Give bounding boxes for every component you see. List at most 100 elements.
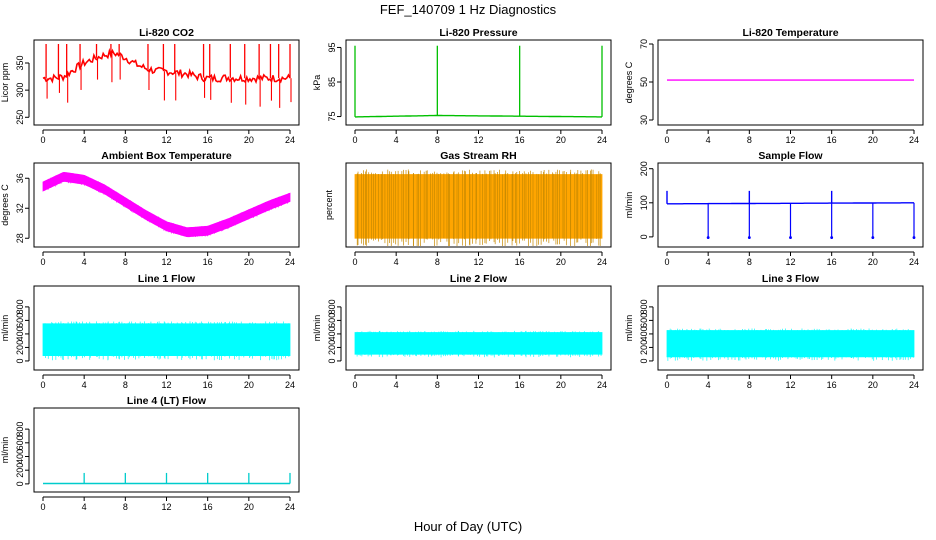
plot-frame — [33, 285, 300, 371]
chart-panel: Li-820 CO2 0 4 8 12 16 20 24 250 300 350 Licor ppm — [0, 27, 300, 145]
chart-title: Line 1 Flow — [138, 273, 196, 285]
chart-title: Gas Stream RH — [440, 150, 516, 162]
y-axis-label: ml/min — [624, 315, 634, 342]
x-tick-label: 0 — [40, 135, 45, 145]
y-tick-label: 28 — [15, 233, 25, 243]
series-point — [789, 236, 792, 239]
y-tick-label: 0 — [639, 234, 649, 239]
x-tick-label: 24 — [285, 380, 295, 390]
series-point — [706, 236, 710, 239]
x-tick-label: 8 — [123, 257, 128, 267]
y-tick-label: 0 — [15, 481, 25, 486]
plot-frame — [657, 162, 924, 248]
y-tick-label: 200 — [15, 463, 25, 478]
x-tick-label: 16 — [203, 135, 213, 145]
x-tick-label: 4 — [706, 257, 711, 267]
y-tick-label: 32 — [15, 203, 25, 213]
x-tick-label: 16 — [827, 135, 837, 145]
x-tick-label: 24 — [909, 135, 919, 145]
chart-title: Li-820 Temperature — [742, 27, 838, 39]
y-tick-label: 300 — [15, 83, 25, 98]
x-tick-label: 16 — [203, 502, 213, 512]
x-tick-label: 0 — [352, 257, 357, 267]
y-tick-label: 200 — [15, 340, 25, 355]
x-tick-label: 24 — [597, 257, 607, 267]
plot-frame — [33, 39, 300, 126]
plot-frame — [345, 39, 612, 126]
y-tick-label: 85 — [327, 77, 337, 87]
plot-frame — [33, 162, 300, 248]
x-tick-label: 8 — [747, 380, 752, 390]
x-tick-label: 12 — [785, 257, 795, 267]
x-tick-label: 12 — [473, 135, 483, 145]
x-tick-label: 4 — [82, 380, 87, 390]
x-tick-label: 0 — [40, 502, 45, 512]
y-tick-label: 350 — [15, 55, 25, 70]
x-tick-label: 24 — [285, 135, 295, 145]
y-tick-label: 30 — [639, 115, 649, 125]
x-tick-label: 4 — [706, 380, 711, 390]
x-tick-label: 20 — [244, 135, 254, 145]
y-tick-label: 250 — [15, 110, 25, 125]
x-tick-label: 16 — [827, 380, 837, 390]
y-tick-label: 400 — [15, 449, 25, 464]
figure-title: FEF_140709 1 Hz Diagnostics — [380, 2, 557, 17]
x-tick-label: 16 — [515, 257, 525, 267]
figure-xlabel: Hour of Day (UTC) — [414, 519, 522, 534]
y-tick-label: 75 — [327, 112, 337, 122]
y-axis-label: kPa — [312, 75, 322, 91]
chart-title: Line 2 Flow — [450, 273, 508, 285]
x-tick-label: 8 — [123, 502, 128, 512]
y-tick-label: 100 — [639, 195, 649, 210]
chart-title: Ambient Box Temperature — [101, 150, 232, 162]
y-axis-label: degrees C — [624, 61, 634, 103]
x-tick-label: 0 — [664, 135, 669, 145]
y-tick-label: 95 — [327, 42, 337, 52]
chart-panel: Li-820 Temperature 0 4 8 12 16 20 24 30 50 70 degre… — [624, 27, 924, 145]
x-tick-label: 12 — [161, 257, 171, 267]
x-tick-label: 12 — [473, 257, 483, 267]
x-tick-label: 8 — [123, 380, 128, 390]
x-tick-label: 12 — [785, 380, 795, 390]
x-tick-label: 12 — [161, 135, 171, 145]
y-tick-label: 400 — [639, 326, 649, 341]
x-tick-label: 8 — [435, 257, 440, 267]
x-tick-label: 12 — [161, 380, 171, 390]
y-axis-label: percent — [324, 189, 334, 220]
x-tick-label: 12 — [473, 380, 483, 390]
y-tick-label: 800 — [15, 299, 25, 314]
chart-title: Line 4 (LT) Flow — [127, 395, 207, 407]
x-tick-label: 0 — [352, 380, 357, 390]
chart-panel: Li-820 Pressure 0 4 8 12 16 20 24 75 85 95 kPa — [312, 27, 612, 145]
chart-panel: Sample Flow 0 4 8 12 16 20 24 0 100 200 ml/min — [624, 150, 924, 267]
x-tick-label: 4 — [82, 502, 87, 512]
y-axis-label: degrees C — [0, 184, 10, 226]
y-tick-label: 36 — [15, 173, 25, 183]
x-tick-label: 20 — [868, 257, 878, 267]
y-tick-label: 200 — [639, 340, 649, 355]
x-tick-label: 0 — [664, 380, 669, 390]
y-tick-label: 800 — [327, 299, 337, 314]
y-axis-label: ml/min — [624, 192, 634, 219]
x-tick-label: 16 — [203, 257, 213, 267]
x-tick-label: 8 — [747, 257, 752, 267]
x-tick-label: 16 — [203, 380, 213, 390]
x-tick-label: 20 — [244, 502, 254, 512]
x-tick-label: 20 — [868, 135, 878, 145]
chart-panel: Line 4 (LT) Flow 0 4 8 12 16 20 24 0 200400600800… — [0, 395, 300, 512]
series-band — [354, 174, 603, 239]
plot-frame — [345, 285, 612, 371]
chart-title: Sample Flow — [758, 150, 823, 162]
y-axis-label: ml/min — [0, 437, 10, 464]
series-band — [666, 330, 915, 358]
x-tick-label: 16 — [515, 380, 525, 390]
y-tick-label: 600 — [15, 435, 25, 450]
plot-frame — [345, 162, 612, 248]
series-line — [42, 47, 291, 85]
x-tick-label: 16 — [827, 257, 837, 267]
chart-panel: Ambient Box Temperature 0 4 8 12 16 20 24 28 32 36… — [0, 150, 300, 267]
x-tick-label: 4 — [394, 257, 399, 267]
